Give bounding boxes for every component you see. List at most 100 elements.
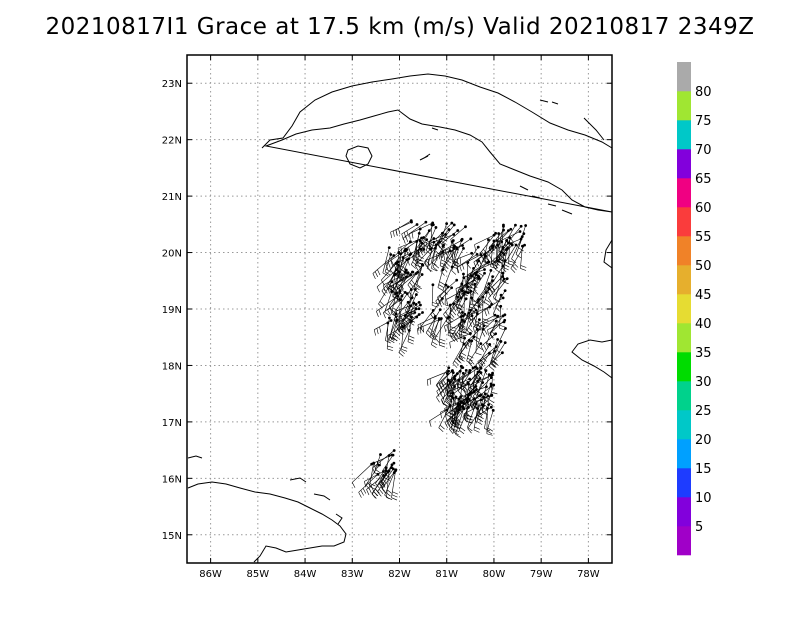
- wind-barb: [469, 302, 494, 328]
- wind-barb: [450, 225, 467, 246]
- wind-barb: [417, 239, 424, 265]
- wind-barb: [479, 231, 497, 259]
- wind-barb: [458, 366, 475, 396]
- wind-barb: [392, 314, 407, 342]
- lat-tick-label: 20N: [162, 249, 182, 260]
- colorbar-swatch: [677, 468, 691, 498]
- wind-barb: [405, 293, 418, 321]
- wind-barb: [439, 243, 447, 269]
- colorbar-swatch: [677, 120, 691, 150]
- wind-barb: [488, 229, 510, 253]
- wind-barb: [475, 327, 482, 356]
- wind-barb: [372, 449, 396, 474]
- lat-tick-label: 16N: [162, 474, 182, 485]
- wind-barb: [484, 296, 505, 317]
- axis-ticks: 23N 22N 21N 20N 19N 18N 17N 16N 15N 86W 85W 84W 83W 8…: [162, 55, 612, 580]
- colorbar-swatch: [677, 149, 691, 179]
- wind-barb: [431, 283, 439, 308]
- wind-barb: [438, 317, 446, 348]
- wind-barb: [396, 300, 421, 317]
- wind-barb: [387, 273, 413, 294]
- wind-barb: [448, 314, 474, 337]
- wind-barb: [430, 223, 437, 250]
- colorbar-label: 15: [695, 462, 712, 477]
- wind-barb: [374, 453, 382, 476]
- wind-barb: [448, 303, 457, 335]
- wind-barb: [409, 221, 435, 240]
- colorbar-swatch: [677, 410, 691, 440]
- colorbar-label: 50: [695, 259, 712, 274]
- colorbar-label: 60: [695, 201, 712, 216]
- lon-tick-label: 84W: [294, 569, 317, 580]
- wind-barb: [417, 237, 436, 258]
- wind-barb: [377, 467, 395, 497]
- wind-barb: [394, 253, 412, 271]
- wind-barb: [411, 241, 424, 269]
- colorbar-label: 30: [695, 375, 712, 390]
- wind-barb: [470, 270, 479, 294]
- wind-barb: [491, 242, 513, 268]
- lat-tick-label: 18N: [162, 361, 182, 372]
- colorbar-swatch: [677, 294, 691, 324]
- colorbar-label: 35: [695, 346, 712, 361]
- coastline-isle-of-youth: [345, 145, 373, 169]
- colorbar-label: 20: [695, 433, 712, 448]
- wind-barb: [473, 394, 494, 409]
- wind-barb: [401, 223, 419, 240]
- wind-barb: [385, 316, 391, 344]
- colorbar-label: 55: [695, 230, 712, 245]
- coastline-bay-islands: [289, 477, 343, 525]
- wind-barb: [384, 253, 393, 276]
- wind-barb: [456, 285, 470, 314]
- colorbar-swatch: [677, 178, 691, 208]
- wind-barb: [454, 251, 474, 266]
- wind-barb: [468, 342, 483, 368]
- coastline-cays: [419, 99, 605, 215]
- colorbar-swatches: [677, 62, 691, 556]
- wind-barb: [510, 243, 526, 273]
- plot-title: 20210817I1 Grace at 17.5 km (m/s) Valid …: [45, 14, 755, 40]
- wind-barb: [442, 265, 454, 295]
- colorbar-label: 65: [695, 172, 712, 187]
- lon-tick-label: 79W: [530, 569, 553, 580]
- lon-tick-label: 86W: [199, 569, 222, 580]
- wind-barb: [518, 224, 528, 252]
- lat-tick-label: 22N: [162, 136, 182, 147]
- wind-barb: [398, 328, 411, 357]
- wind-barb: [430, 297, 444, 320]
- wind-barb: [488, 277, 506, 304]
- wind-barb: [465, 266, 475, 292]
- wind-barb: [398, 270, 407, 296]
- wind-barb: [387, 290, 407, 316]
- wind-barb: [473, 407, 480, 433]
- colorbar-swatch: [677, 207, 691, 237]
- wind-barb: [486, 408, 495, 435]
- wind-barb: [470, 276, 480, 302]
- wind-barb: [446, 378, 461, 405]
- wind-barb: [445, 395, 454, 418]
- wind-barb: [493, 293, 503, 319]
- wind-barb: [392, 273, 399, 300]
- wind-barb: [435, 366, 451, 391]
- wind-barb: [351, 462, 374, 488]
- colorbar-label: 80: [695, 85, 712, 100]
- wind-barb: [450, 237, 473, 258]
- wind-barb: [487, 383, 496, 406]
- colorbar-swatch: [677, 497, 691, 527]
- colorbar-swatch: [677, 265, 691, 295]
- colorbar-labels: 5 10 15 20 25 30 35 40 45 50 55 60 65 70 75 80: [695, 85, 712, 535]
- wind-barb: [440, 222, 449, 245]
- colorbar-label: 75: [695, 114, 712, 129]
- colorbar-swatch: [677, 236, 691, 266]
- wind-barb: [358, 472, 380, 498]
- wind-barb: [431, 246, 437, 272]
- wind-barb: [423, 240, 442, 268]
- colorbar-swatch: [677, 352, 691, 382]
- wind-barbs: [351, 219, 528, 501]
- wind-barb: [491, 371, 498, 395]
- wind-barb: [437, 268, 445, 291]
- wind-barb: [426, 240, 436, 272]
- lon-tick-label: 81W: [435, 569, 458, 580]
